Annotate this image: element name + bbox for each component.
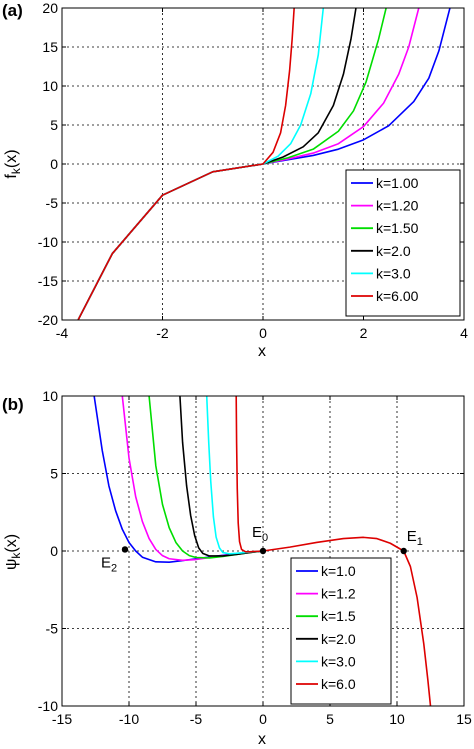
equilibrium-label-sub: 2: [111, 562, 117, 574]
legend-entry: k=1.0: [321, 563, 356, 579]
equilibrium-point: [400, 547, 407, 555]
series-group: [93, 396, 432, 706]
x-tick-label: -10: [119, 711, 139, 727]
y-axis-label-main: ψ: [3, 559, 20, 570]
panel-a-chart: -4 -2 0 2 4-20-15-10-505101520xfk(x)(a)k=1.0…: [2, 0, 468, 360]
legend-entry: k=1.5: [321, 608, 356, 624]
x-tick-label: 10: [389, 711, 405, 727]
legend-entry: k=2.0: [321, 631, 356, 647]
series-line-k=6.00: [77, 8, 295, 320]
equilibrium-label: E1: [407, 528, 423, 548]
legend: k=1.00 k=1.20 k=1.50 k=2.0 k=3.0 k=6.00: [345, 169, 461, 317]
y-tick-label: -10: [38, 698, 58, 714]
y-axis-label: fk(x): [3, 149, 23, 178]
equilibrium-label-sub: 1: [417, 536, 423, 548]
y-tick-label: -5: [46, 621, 59, 637]
x-tick-label: 15: [456, 711, 472, 727]
x-tick-label: 2: [360, 325, 368, 341]
legend-entry: k=2.0: [376, 243, 411, 259]
legend-box: [345, 169, 461, 317]
x-tick-label: -4: [56, 325, 69, 341]
x-tick-label: 5: [326, 711, 334, 727]
x-axis-label: x: [258, 343, 266, 360]
x-tick-label: 0: [259, 711, 267, 727]
y-axis-label-main: f: [3, 174, 20, 179]
y-tick-label: -10: [38, 234, 58, 250]
legend-entry: k=6.0: [321, 676, 356, 692]
equilibrium-label-main: E: [101, 554, 111, 571]
y-tick-label: 5: [50, 117, 58, 133]
equilibrium-point: [259, 547, 267, 555]
y-tick-label: -20: [38, 312, 58, 328]
legend: k=1.0 k=1.2 k=1.5 k=2.0 k=3.0 k=6.0: [290, 557, 392, 705]
series-line-k=3.0: [205, 396, 264, 555]
series-line-k=2.0: [179, 396, 264, 557]
panel-label: (b): [2, 395, 24, 414]
legend-entry: k=3.0: [376, 265, 411, 281]
panel-label: (a): [2, 1, 23, 20]
series-group: [77, 8, 451, 320]
y-tick-label: 0: [50, 156, 58, 172]
y-axis-label-sub: k: [9, 552, 23, 559]
y-axis-label-tail: (x): [3, 149, 20, 168]
x-axis-label: x: [258, 731, 266, 748]
x-tick-label: -2: [156, 325, 169, 341]
y-axis-label-sub: k: [9, 167, 23, 174]
y-tick-label: 5: [50, 466, 58, 482]
legend-box: [290, 557, 392, 705]
x-tick-label: 0: [259, 325, 267, 341]
y-tick-label: -5: [46, 195, 59, 211]
equilibrium-point: [121, 546, 129, 553]
legend-entry: k=1.20: [376, 198, 419, 214]
equilibrium-label-main: E: [252, 524, 262, 541]
x-tick-label: -5: [190, 711, 203, 727]
x-tick-label: -15: [52, 711, 72, 727]
legend-entry: k=1.50: [376, 220, 419, 236]
y-tick-label: 10: [42, 388, 58, 404]
y-tick-label: 10: [42, 78, 58, 94]
y-axis-label-tail: (x): [3, 534, 20, 553]
equilibrium-label: E0: [252, 524, 268, 544]
legend-entry: k=1.00: [376, 175, 419, 191]
legend-entry: k=6.00: [376, 288, 419, 304]
equilibrium-label: E2: [101, 554, 117, 574]
equilibrium-label-main: E: [407, 528, 417, 545]
y-tick-label: -15: [38, 273, 58, 289]
y-tick-label: 0: [50, 543, 58, 559]
series-line-k=6.0: [235, 396, 432, 706]
y-tick-label: 15: [42, 39, 58, 55]
equilibrium-label-sub: 0: [262, 532, 268, 544]
legend-entry: k=1.2: [321, 586, 356, 602]
x-tick-label: 4: [460, 325, 468, 341]
y-axis-label: ψk(x): [3, 534, 23, 570]
legend-entry: k=3.0: [321, 653, 356, 669]
y-tick-label: 20: [42, 0, 58, 16]
